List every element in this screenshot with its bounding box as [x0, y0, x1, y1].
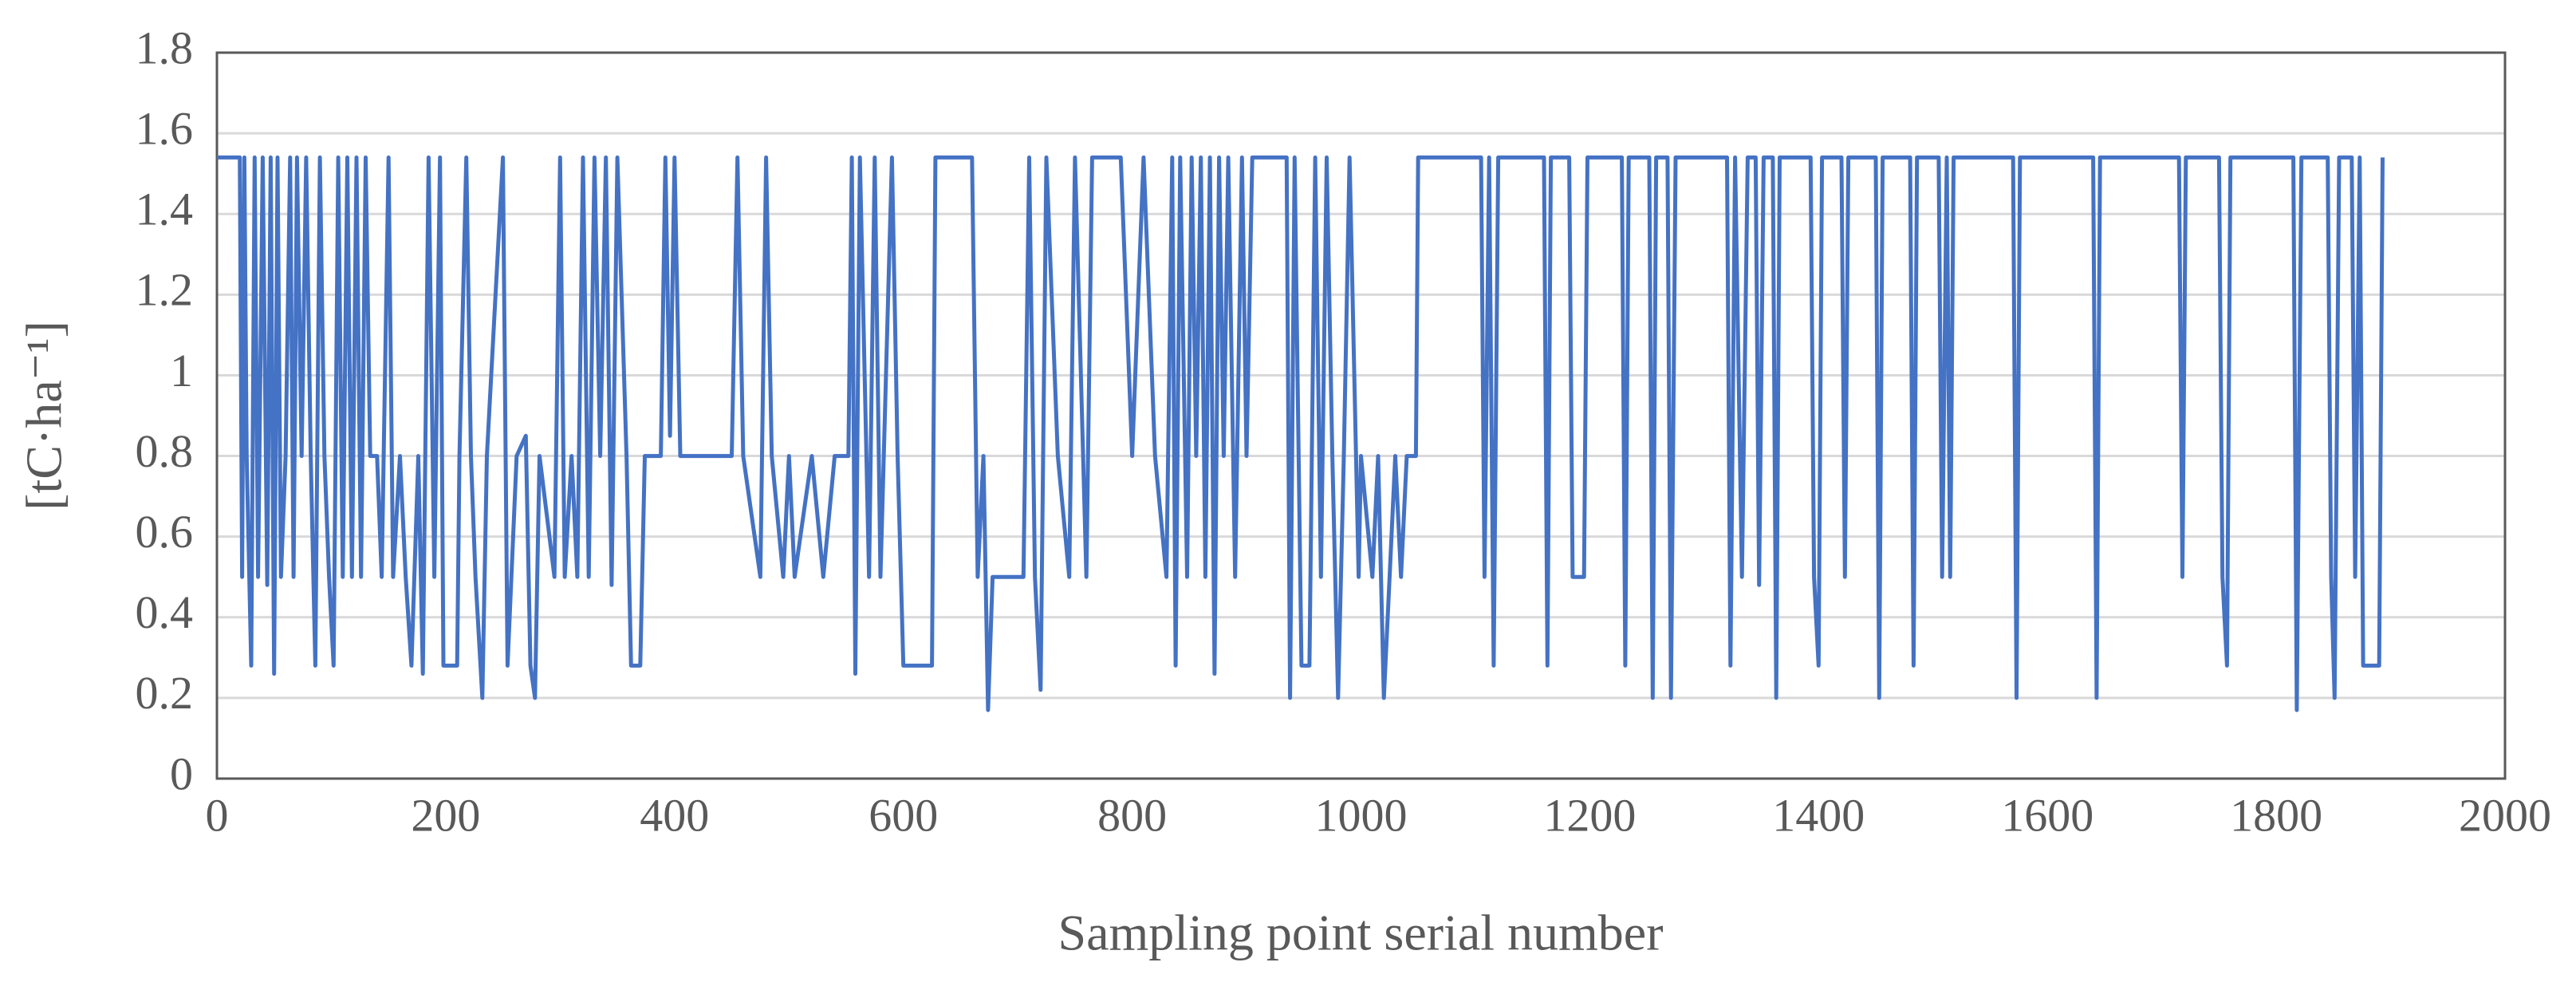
y-tick-label: 0.6	[136, 506, 194, 558]
x-tick-label: 400	[640, 789, 709, 841]
y-tick-label: 1.2	[136, 264, 194, 316]
x-tick-label: 600	[869, 789, 938, 841]
y-tick-label: 0.4	[136, 586, 194, 638]
x-tick-label: 0	[206, 789, 229, 841]
x-tick-label: 800	[1097, 789, 1167, 841]
x-tick-label: 1200	[1543, 789, 1636, 841]
y-tick-label: 1.6	[136, 102, 194, 154]
plot-border	[215, 51, 2507, 780]
y-tick-label: 1	[170, 345, 193, 396]
y-tick-label: 0.2	[136, 667, 194, 719]
x-tick-label: 1600	[2001, 789, 2093, 841]
x-tick-label: 1000	[1315, 789, 1408, 841]
x-tick-label: 200	[411, 789, 480, 841]
data-line	[217, 155, 2385, 712]
y-axis-title: [tC·ha⁻¹]	[16, 321, 73, 511]
y-tick-label: 0.8	[136, 425, 194, 477]
y-tick-label: 1.4	[136, 183, 194, 235]
y-tick-label: 1.8	[136, 22, 194, 73]
x-tick-label: 1400	[1772, 789, 1865, 841]
x-axis-title: Sampling point serial number	[1058, 905, 1664, 961]
x-tick-label: 1800	[2230, 789, 2322, 841]
y-tick-label: 0	[170, 747, 193, 799]
x-tick-label: 2000	[2459, 789, 2551, 841]
